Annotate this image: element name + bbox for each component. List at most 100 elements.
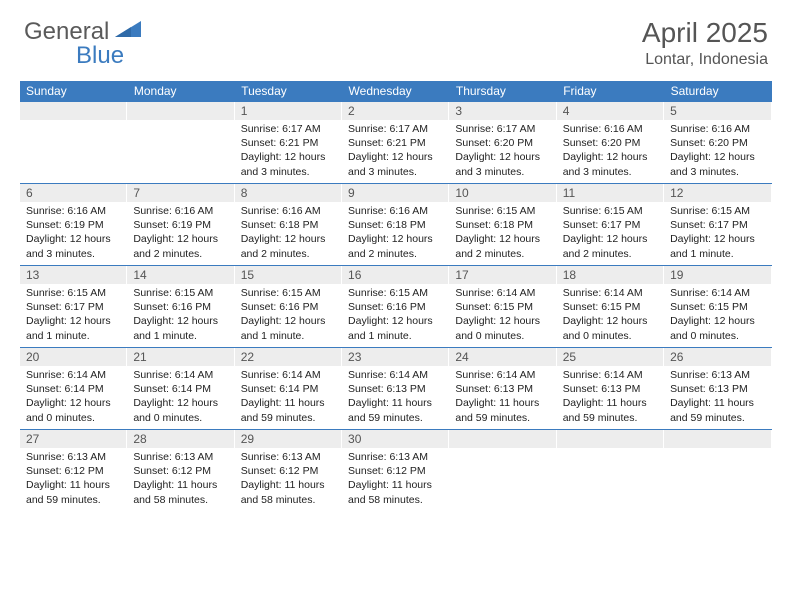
day-number: 2 [342, 102, 449, 120]
sunrise-text: Sunrise: 6:17 AM [455, 122, 550, 136]
calendar-cell: 27Sunrise: 6:13 AMSunset: 6:12 PMDayligh… [20, 429, 127, 511]
calendar-cell: 19Sunrise: 6:14 AMSunset: 6:15 PMDayligh… [664, 265, 771, 347]
daylight-text: Daylight: 12 hours and 1 minute. [133, 314, 228, 342]
sunset-text: Sunset: 6:20 PM [455, 136, 550, 150]
cell-body: Sunrise: 6:13 AMSunset: 6:12 PMDaylight:… [127, 448, 234, 509]
cell-body: Sunrise: 6:13 AMSunset: 6:12 PMDaylight:… [235, 448, 342, 509]
calendar-cell: 24Sunrise: 6:14 AMSunset: 6:13 PMDayligh… [449, 347, 556, 429]
day-number [557, 430, 664, 448]
cell-body: Sunrise: 6:14 AMSunset: 6:14 PMDaylight:… [20, 366, 127, 427]
day-number: 7 [127, 184, 234, 202]
daylight-text: Daylight: 12 hours and 0 minutes. [670, 314, 765, 342]
day-number [127, 102, 234, 120]
weekday-header: Friday [557, 81, 664, 102]
sunrise-text: Sunrise: 6:14 AM [133, 368, 228, 382]
sunset-text: Sunset: 6:12 PM [348, 464, 443, 478]
calendar-cell [20, 101, 127, 183]
calendar-cell [557, 429, 664, 511]
calendar-cell: 5Sunrise: 6:16 AMSunset: 6:20 PMDaylight… [664, 101, 771, 183]
sunset-text: Sunset: 6:12 PM [133, 464, 228, 478]
sunrise-text: Sunrise: 6:15 AM [348, 286, 443, 300]
day-number: 9 [342, 184, 449, 202]
calendar-cell: 6Sunrise: 6:16 AMSunset: 6:19 PMDaylight… [20, 183, 127, 265]
day-number: 10 [449, 184, 556, 202]
cell-body: Sunrise: 6:15 AMSunset: 6:17 PMDaylight:… [557, 202, 664, 263]
sunset-text: Sunset: 6:14 PM [241, 382, 336, 396]
day-number: 25 [557, 348, 664, 366]
daylight-text: Daylight: 11 hours and 59 minutes. [670, 396, 765, 424]
cell-body: Sunrise: 6:14 AMSunset: 6:13 PMDaylight:… [557, 366, 664, 427]
sunset-text: Sunset: 6:17 PM [563, 218, 658, 232]
sunset-text: Sunset: 6:13 PM [455, 382, 550, 396]
page-header: General Blue April 2025 Lontar, Indonesi… [0, 0, 792, 75]
cell-body: Sunrise: 6:17 AMSunset: 6:21 PMDaylight:… [235, 120, 342, 181]
daylight-text: Daylight: 11 hours and 58 minutes. [133, 478, 228, 506]
cell-body: Sunrise: 6:15 AMSunset: 6:17 PMDaylight:… [20, 284, 127, 345]
sunset-text: Sunset: 6:20 PM [670, 136, 765, 150]
sunrise-text: Sunrise: 6:13 AM [670, 368, 765, 382]
brand-part2: Blue [76, 42, 124, 70]
daylight-text: Daylight: 12 hours and 1 minute. [241, 314, 336, 342]
weekday-header: Thursday [449, 81, 556, 102]
daylight-text: Daylight: 12 hours and 2 minutes. [563, 232, 658, 260]
day-number: 22 [235, 348, 342, 366]
cell-body: Sunrise: 6:14 AMSunset: 6:15 PMDaylight:… [449, 284, 556, 345]
cell-body: Sunrise: 6:17 AMSunset: 6:21 PMDaylight:… [342, 120, 449, 181]
daylight-text: Daylight: 12 hours and 0 minutes. [26, 396, 121, 424]
sunset-text: Sunset: 6:16 PM [133, 300, 228, 314]
sunset-text: Sunset: 6:21 PM [241, 136, 336, 150]
day-number: 29 [235, 430, 342, 448]
cell-body: Sunrise: 6:16 AMSunset: 6:19 PMDaylight:… [127, 202, 234, 263]
sunset-text: Sunset: 6:18 PM [348, 218, 443, 232]
cell-body [449, 448, 556, 452]
day-number: 1 [235, 102, 342, 120]
day-number: 26 [664, 348, 771, 366]
cell-body: Sunrise: 6:15 AMSunset: 6:17 PMDaylight:… [664, 202, 771, 263]
cell-body: Sunrise: 6:14 AMSunset: 6:13 PMDaylight:… [342, 366, 449, 427]
day-number: 8 [235, 184, 342, 202]
daylight-text: Daylight: 12 hours and 0 minutes. [133, 396, 228, 424]
day-number: 14 [127, 266, 234, 284]
sunrise-text: Sunrise: 6:16 AM [26, 204, 121, 218]
calendar-cell: 8Sunrise: 6:16 AMSunset: 6:18 PMDaylight… [235, 183, 342, 265]
sunset-text: Sunset: 6:19 PM [133, 218, 228, 232]
calendar-cell: 18Sunrise: 6:14 AMSunset: 6:15 PMDayligh… [557, 265, 664, 347]
sunrise-text: Sunrise: 6:15 AM [26, 286, 121, 300]
sunrise-text: Sunrise: 6:16 AM [241, 204, 336, 218]
cell-body [557, 448, 664, 452]
sunrise-text: Sunrise: 6:13 AM [241, 450, 336, 464]
cell-body: Sunrise: 6:14 AMSunset: 6:13 PMDaylight:… [449, 366, 556, 427]
sunrise-text: Sunrise: 6:14 AM [455, 368, 550, 382]
weekday-header: Sunday [20, 81, 127, 102]
sunrise-text: Sunrise: 6:14 AM [455, 286, 550, 300]
cell-body: Sunrise: 6:14 AMSunset: 6:14 PMDaylight:… [127, 366, 234, 427]
sunrise-text: Sunrise: 6:14 AM [563, 286, 658, 300]
cell-body: Sunrise: 6:13 AMSunset: 6:12 PMDaylight:… [342, 448, 449, 509]
calendar-week-row: 27Sunrise: 6:13 AMSunset: 6:12 PMDayligh… [20, 429, 772, 511]
calendar-week-row: 1Sunrise: 6:17 AMSunset: 6:21 PMDaylight… [20, 101, 772, 183]
day-number: 3 [449, 102, 556, 120]
sunset-text: Sunset: 6:20 PM [563, 136, 658, 150]
weekday-header: Tuesday [235, 81, 342, 102]
sunset-text: Sunset: 6:15 PM [455, 300, 550, 314]
calendar-cell: 2Sunrise: 6:17 AMSunset: 6:21 PMDaylight… [342, 101, 449, 183]
daylight-text: Daylight: 11 hours and 59 minutes. [26, 478, 121, 506]
day-number: 21 [127, 348, 234, 366]
day-number: 15 [235, 266, 342, 284]
sunset-text: Sunset: 6:14 PM [133, 382, 228, 396]
sunrise-text: Sunrise: 6:13 AM [348, 450, 443, 464]
sunrise-text: Sunrise: 6:13 AM [133, 450, 228, 464]
sunrise-text: Sunrise: 6:15 AM [241, 286, 336, 300]
cell-body: Sunrise: 6:17 AMSunset: 6:20 PMDaylight:… [449, 120, 556, 181]
calendar-cell: 14Sunrise: 6:15 AMSunset: 6:16 PMDayligh… [127, 265, 234, 347]
daylight-text: Daylight: 12 hours and 3 minutes. [241, 150, 336, 178]
sunrise-text: Sunrise: 6:15 AM [670, 204, 765, 218]
sunset-text: Sunset: 6:18 PM [455, 218, 550, 232]
cell-body: Sunrise: 6:15 AMSunset: 6:16 PMDaylight:… [342, 284, 449, 345]
daylight-text: Daylight: 11 hours and 58 minutes. [241, 478, 336, 506]
daylight-text: Daylight: 12 hours and 3 minutes. [455, 150, 550, 178]
calendar-cell: 10Sunrise: 6:15 AMSunset: 6:18 PMDayligh… [449, 183, 556, 265]
sunrise-text: Sunrise: 6:15 AM [455, 204, 550, 218]
daylight-text: Daylight: 11 hours and 59 minutes. [348, 396, 443, 424]
month-title: April 2025 [642, 18, 768, 49]
